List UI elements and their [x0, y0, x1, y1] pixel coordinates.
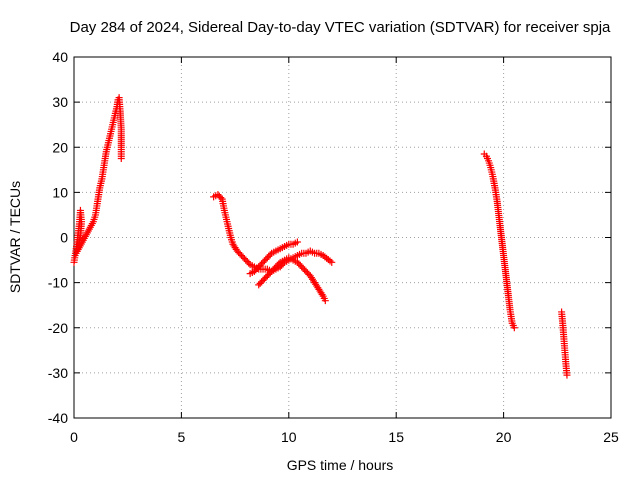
data-point: [217, 194, 225, 202]
data-point: [563, 371, 571, 379]
y-tick-label: 0: [60, 230, 68, 246]
y-tick-label: -30: [48, 365, 68, 381]
data-point: [245, 259, 253, 267]
data-point: [326, 257, 334, 265]
data-point: [328, 258, 336, 266]
grid-lines: [74, 57, 611, 418]
data-point: [510, 324, 518, 332]
data-point: [275, 260, 283, 268]
data-point: [117, 155, 125, 163]
x-tick-label: 25: [603, 429, 619, 445]
y-tick-label: 40: [52, 49, 68, 65]
x-tick-label: 5: [178, 429, 186, 445]
y-tick-label: 10: [52, 184, 68, 200]
x-tick-label: 10: [281, 429, 297, 445]
y-tick-label: 20: [52, 139, 68, 155]
x-axis-title: GPS time / hours: [287, 457, 394, 473]
y-axis-title: SDTVAR / TECUs: [7, 181, 23, 293]
axis-ticks: [73, 56, 612, 419]
x-tick-label: 20: [496, 429, 512, 445]
data-points: [70, 94, 571, 379]
x-tick-label: 0: [70, 429, 78, 445]
x-tick-label: 15: [388, 429, 404, 445]
y-tick-label: -20: [48, 320, 68, 336]
x-tick-labels: 0 5 10 15 20 25: [70, 429, 619, 445]
data-point: [321, 297, 329, 305]
y-tick-label: 30: [52, 94, 68, 110]
y-tick-label: -40: [48, 410, 68, 426]
chart-title: Day 284 of 2024, Sidereal Day-to-day VTE…: [70, 19, 611, 36]
y-tick-labels: -40 -30 -20 -10 0 10 20 30 40: [48, 49, 68, 426]
data-point: [266, 251, 274, 259]
data-point: [318, 290, 326, 298]
data-point: [293, 238, 301, 246]
y-tick-label: -10: [48, 275, 68, 291]
